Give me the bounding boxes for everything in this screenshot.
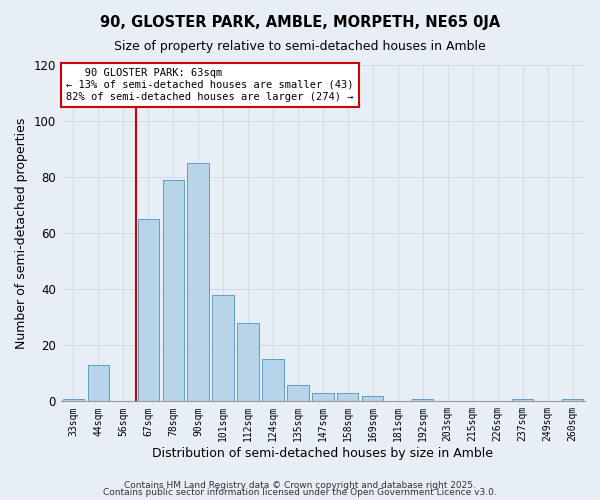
Bar: [512, 398, 533, 402]
Bar: [337, 393, 358, 402]
Bar: [312, 393, 334, 402]
Bar: [212, 295, 233, 402]
Y-axis label: Number of semi-detached properties: Number of semi-detached properties: [15, 118, 28, 349]
Bar: [137, 219, 159, 402]
Text: 90, GLOSTER PARK, AMBLE, MORPETH, NE65 0JA: 90, GLOSTER PARK, AMBLE, MORPETH, NE65 0…: [100, 15, 500, 30]
Text: 90 GLOSTER PARK: 63sqm
← 13% of semi-detached houses are smaller (43)
82% of sem: 90 GLOSTER PARK: 63sqm ← 13% of semi-det…: [66, 68, 353, 102]
Bar: [262, 360, 284, 402]
Bar: [62, 398, 84, 402]
Bar: [238, 323, 259, 402]
Text: Contains public sector information licensed under the Open Government Licence v3: Contains public sector information licen…: [103, 488, 497, 497]
Bar: [362, 396, 383, 402]
Bar: [412, 398, 433, 402]
Text: Size of property relative to semi-detached houses in Amble: Size of property relative to semi-detach…: [114, 40, 486, 53]
Bar: [163, 180, 184, 402]
Bar: [287, 384, 308, 402]
Bar: [562, 398, 583, 402]
Bar: [88, 365, 109, 402]
Text: Contains HM Land Registry data © Crown copyright and database right 2025.: Contains HM Land Registry data © Crown c…: [124, 480, 476, 490]
Bar: [187, 163, 209, 402]
X-axis label: Distribution of semi-detached houses by size in Amble: Distribution of semi-detached houses by …: [152, 447, 493, 460]
